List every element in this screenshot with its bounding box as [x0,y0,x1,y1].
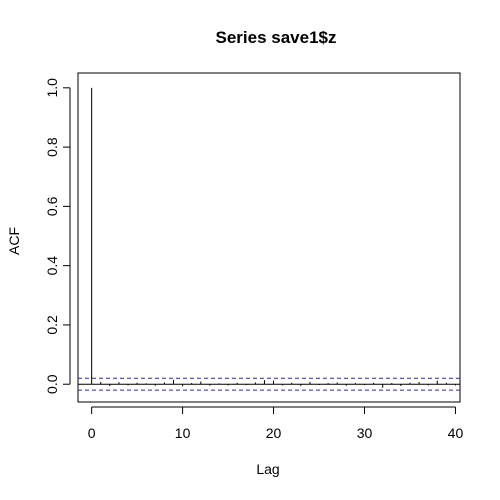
x-tick-label-40: 40 [448,425,464,441]
x-tick-label-20: 20 [266,425,282,441]
y-tick-label-3: 0.6 [44,196,60,216]
y-tick-label-5: 1.0 [44,78,60,98]
chart-title: Series save1$z [216,28,337,47]
y-tick-label-0: 0.0 [44,374,60,394]
x-axis: 0 10 20 30 40 [88,406,464,441]
plot-frame [77,72,461,403]
y-tick-label-2: 0.4 [44,256,60,276]
x-tick-label-30: 30 [357,425,373,441]
y-tick-label-4: 0.8 [44,137,60,157]
x-tick-label-0: 0 [88,425,96,441]
x-tick-label-10: 10 [175,425,191,441]
y-tick-label-1: 0.2 [44,315,60,335]
x-axis-label: Lag [256,461,279,477]
y-axis-label: ACF [6,227,22,255]
plot-area [78,87,460,391]
y-axis: 0.0 0.2 0.4 0.6 0.8 1.0 [44,78,71,394]
